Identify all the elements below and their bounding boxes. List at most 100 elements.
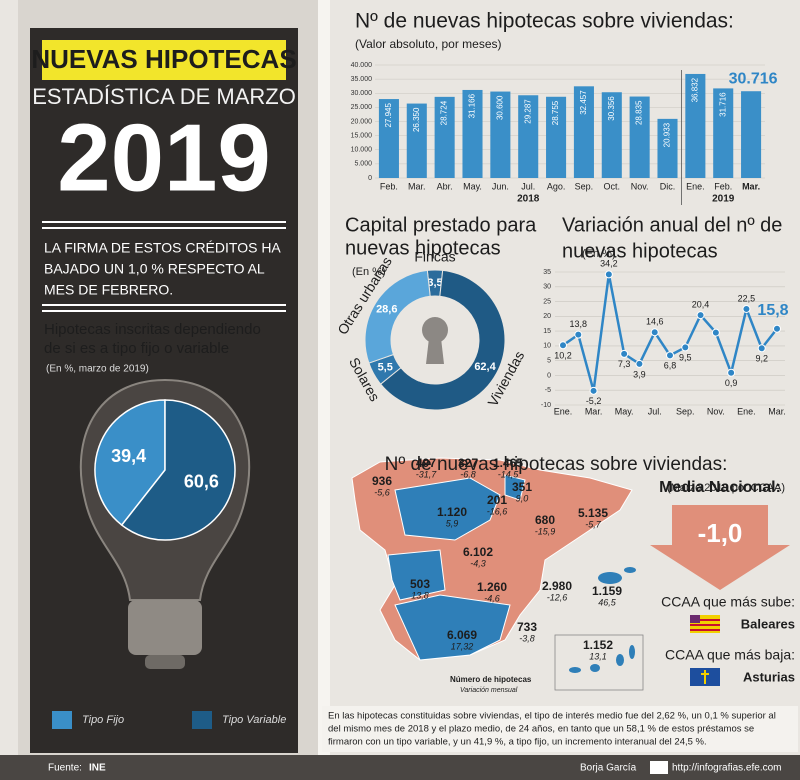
flag-stripe bbox=[690, 629, 720, 631]
legend-swatch bbox=[192, 711, 212, 729]
value-label: 13,8 bbox=[570, 319, 588, 329]
y-tick-label: 15.000 bbox=[351, 132, 373, 139]
note-line: firmaron con un tipo variable, y un 41,9… bbox=[328, 737, 707, 748]
marker bbox=[742, 304, 751, 313]
value-label: -5,2 bbox=[586, 396, 602, 406]
map-region-rising bbox=[394, 477, 501, 541]
y-tick-label: -5 bbox=[545, 387, 551, 394]
region-change: 17,32 bbox=[451, 641, 474, 651]
keyhole bbox=[422, 317, 448, 343]
url: http://infografias.efe.com bbox=[672, 763, 782, 774]
x-tick-label: Abr. bbox=[437, 181, 453, 191]
region-change: -5,7 bbox=[585, 519, 602, 529]
chart-title: Nº de nuevas hipotecas sobre viviendas: bbox=[355, 10, 734, 33]
region-change: 13,1 bbox=[589, 651, 607, 661]
x-tick-label: Feb. bbox=[714, 181, 732, 191]
marker bbox=[574, 330, 583, 339]
value-label: 28.755 bbox=[551, 100, 560, 125]
chart-title: Capital prestado para bbox=[345, 214, 537, 236]
region-change: -15,9 bbox=[535, 526, 556, 536]
marker bbox=[666, 351, 674, 360]
y-tick-label: 5 bbox=[547, 358, 551, 365]
keyhole-stem bbox=[426, 338, 444, 364]
flag-cross bbox=[701, 670, 709, 684]
y-tick-label: -10 bbox=[541, 402, 551, 409]
value-label: 28.835 bbox=[635, 100, 644, 125]
y-tick-label: 20.000 bbox=[351, 118, 373, 125]
x-tick-label: Mar. bbox=[768, 406, 786, 416]
x-tick-label: Ago. bbox=[547, 181, 566, 191]
main-title: NUEVAS HIPOTECAS bbox=[31, 44, 296, 74]
region-value: 1.260 bbox=[477, 580, 507, 594]
summary-line: LA FIRMA DE ESTOS CRÉDITOS HA bbox=[44, 240, 281, 256]
region-change: 5,9 bbox=[446, 518, 459, 528]
note-line: del mismo mes de 2018 y el plazo medio, … bbox=[328, 724, 754, 735]
pie-slice bbox=[94, 399, 166, 527]
note-line: En las hipotecas constituidas sobre vivi… bbox=[328, 711, 776, 722]
author: Borja García bbox=[580, 763, 637, 774]
map-island bbox=[598, 572, 622, 584]
main-subtitle: ESTADÍSTICA DE MARZO bbox=[32, 84, 296, 109]
map-region-rising bbox=[504, 474, 526, 501]
source: INE bbox=[89, 763, 106, 774]
bar bbox=[629, 96, 650, 178]
region-value: 680 bbox=[535, 513, 555, 527]
x-tick-label: Ene. bbox=[686, 181, 705, 191]
chart-subtitle: (En %, marzo de 2019) bbox=[46, 364, 149, 375]
marker bbox=[635, 359, 644, 368]
bar bbox=[546, 96, 567, 178]
bar bbox=[601, 92, 622, 178]
chart-title: Variación anual del nº de bbox=[562, 214, 782, 236]
national-label: Media Nacional: bbox=[659, 479, 781, 496]
value-label: 39,4 bbox=[111, 446, 146, 466]
map-region-rising bbox=[394, 594, 511, 661]
chart-title: de si es a tipo fijo o variable bbox=[44, 340, 229, 357]
x-tick-label: Jun. bbox=[492, 181, 509, 191]
value-label: 5,5 bbox=[378, 362, 393, 374]
region-change: -31,7 bbox=[416, 469, 438, 479]
legend-swatch bbox=[52, 711, 72, 729]
bar bbox=[713, 88, 734, 178]
value-label: 28,6 bbox=[376, 304, 397, 316]
marker bbox=[650, 328, 659, 337]
note-box bbox=[322, 706, 798, 752]
highest-label: CCAA que más sube: bbox=[661, 594, 795, 610]
value-label: 27.945 bbox=[384, 103, 393, 128]
region-change: -3,8 bbox=[519, 633, 535, 643]
region-value: 6.069 bbox=[447, 628, 477, 642]
donut-slice bbox=[364, 269, 431, 364]
y-tick-label: 10 bbox=[543, 343, 551, 350]
y-tick-label: 0 bbox=[368, 175, 372, 182]
region-value: 2.980 bbox=[542, 579, 572, 593]
value-label: 14,6 bbox=[646, 317, 664, 327]
region-value: 201 bbox=[487, 493, 507, 507]
chart-title: nuevas hipotecas bbox=[562, 240, 718, 262]
value-label: 29.287 bbox=[523, 99, 532, 124]
bar bbox=[685, 73, 706, 178]
map-subtitle: (Marzo 2019 por CCAA) bbox=[667, 482, 785, 494]
bulb-base bbox=[128, 600, 202, 655]
value-label: 0,9 bbox=[725, 378, 738, 388]
category-label: Fincas bbox=[414, 249, 455, 265]
pie-slice bbox=[120, 399, 236, 541]
value-label: 36.832 bbox=[690, 77, 699, 102]
map-island bbox=[624, 567, 636, 573]
bar bbox=[378, 99, 399, 178]
national-value: -1,0 bbox=[698, 518, 743, 548]
region-value: 1.152 bbox=[583, 638, 613, 652]
bar bbox=[741, 91, 762, 178]
marker bbox=[711, 328, 720, 337]
value-label: 60,6 bbox=[184, 471, 219, 491]
value-label: 28.724 bbox=[440, 100, 449, 125]
region-value: 936 bbox=[372, 474, 392, 488]
highest-name: Baleares bbox=[741, 616, 795, 631]
y-tick-label: 15 bbox=[543, 328, 551, 335]
lowest-label: CCAA que más baja: bbox=[665, 647, 795, 663]
value-label: 10,2 bbox=[554, 351, 572, 361]
bar bbox=[462, 89, 483, 178]
value-label: 3,5 bbox=[427, 277, 442, 289]
chart-subtitle: (Valor absoluto, por meses) bbox=[355, 37, 502, 51]
region-change: 46,5 bbox=[598, 597, 617, 607]
region-change: -16,6 bbox=[487, 506, 508, 516]
value-label: 20,4 bbox=[692, 300, 710, 310]
